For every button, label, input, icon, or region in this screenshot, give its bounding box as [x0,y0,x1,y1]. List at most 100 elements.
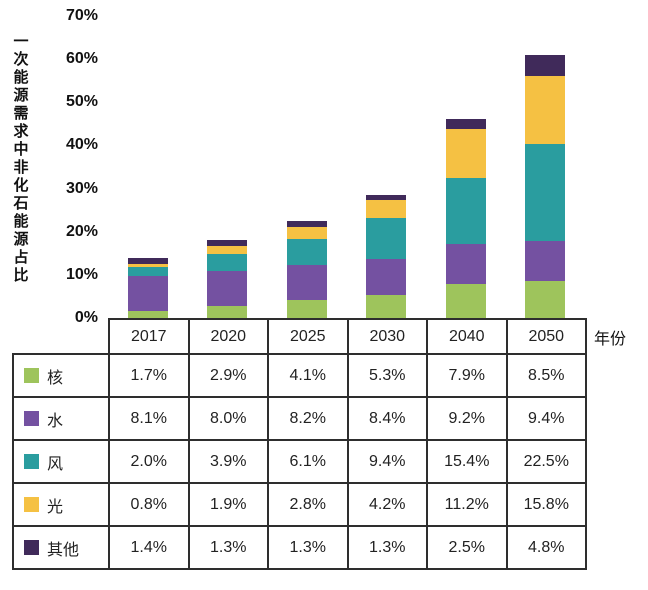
bar-segment [286,264,327,301]
legend-label: 风 [47,455,64,473]
bar-slot [506,16,586,318]
year-cell: 2040 [426,318,508,355]
legend-cell: 其他 [12,525,110,570]
value-cell: 1.4% [108,525,190,570]
year-row: 2017 2020 2025 2030 2040 2050 [13,318,587,355]
plot-area [108,16,585,318]
value-cell: 9.4% [346,439,428,484]
stacked-bar [366,16,407,318]
year-cell: 2050 [505,318,587,355]
bar-segment [286,300,327,318]
table-row: 核 1.7% 2.9% 4.1% 5.3% 7.9% 8.5% [12,353,587,398]
bar-segment [525,75,566,144]
y-tick: 30% [65,179,98,197]
bar-segment [207,240,248,246]
table-row: 其他 1.4% 1.3% 1.3% 1.3% 2.5% 4.8% [12,525,587,570]
y-axis: 0% 10% 20% 30% 40% 50% 60% 70% [40,7,108,326]
legend-swatch [24,540,39,555]
bar-slot [426,16,506,318]
bar-segment [366,295,407,318]
value-cell: 2.5% [426,525,508,570]
value-cell: 4.8% [505,525,587,570]
value-cell: 9.4% [505,396,587,441]
value-cell: 4.2% [346,482,428,527]
value-cell: 6.1% [267,439,349,484]
bar-segment [286,238,327,265]
value-cell: 1.9% [187,482,269,527]
bar-segment [366,218,407,259]
legend-label: 水 [47,412,64,430]
value-cell: 1.3% [346,525,428,570]
bar-segment [286,226,327,239]
legend-swatch [24,454,39,469]
stacked-bar [445,16,486,318]
value-cell: 1.7% [108,353,190,398]
value-cell: 1.3% [187,525,269,570]
legend-label: 其他 [47,541,80,559]
y-tick: 50% [65,93,98,111]
y-tick: 0% [74,309,98,326]
stacked-bar [207,16,248,318]
y-tick: 20% [65,222,98,240]
legend-label: 光 [47,498,64,516]
y-axis-label-column: 一次能源需求中非化石能源占比 [0,0,40,318]
value-cell: 2.8% [267,482,349,527]
value-cell: 3.9% [187,439,269,484]
value-cell: 9.2% [426,396,508,441]
bar-segment [445,244,486,284]
bar-segment [127,263,168,268]
bar-segment [445,283,486,318]
legend-label: 核 [47,369,64,387]
value-cell: 8.5% [505,353,587,398]
bar-segment [207,305,248,318]
value-cell: 7.9% [426,353,508,398]
bar-segment [127,275,168,311]
bar-segment [207,254,248,271]
legend-swatch [24,497,39,512]
value-cell: 1.3% [267,525,349,570]
table-row: 光 0.8% 1.9% 2.8% 4.2% 11.2% 15.8% [12,482,587,527]
bar-segment [525,281,566,318]
bar-segment [366,194,407,201]
bar-slot [108,16,188,318]
bar-segment [127,267,168,276]
year-cell: 2017 [108,318,190,355]
value-cell: 4.1% [267,353,349,398]
legend-cell: 核 [12,353,110,398]
chart-area: 一次能源需求中非化石能源占比 0% 10% 20% 30% 40% 50% 60% 70% [0,0,585,326]
value-cell: 5.3% [346,353,428,398]
year-cell: 2020 [187,318,269,355]
value-cell: 8.4% [346,396,428,441]
value-cell: 15.8% [505,482,587,527]
bar-segment [445,177,486,245]
data-table: 2017 2020 2025 2030 2040 2050 核 1.7% 2.9% 4.1% 5.3… [12,318,587,570]
table-row: 风 2.0% 3.9% 6.1% 9.4% 15.4% 22.5% [12,439,587,484]
bar-segment [445,118,486,130]
bar-slot [347,16,427,318]
stacked-bar [127,16,168,318]
bar-segment [127,257,168,264]
bar-slot [188,16,268,318]
bar-segment [127,310,168,318]
bar-segment [366,200,407,219]
value-cell: 0.8% [108,482,190,527]
legend-cell: 风 [12,439,110,484]
legend-cell: 光 [12,482,110,527]
bar-segment [525,54,566,76]
bar-segment [207,246,248,255]
x-axis-label: 年份 [594,331,627,348]
table-zone: 2017 2020 2025 2030 2040 2050 核 1.7% 2.9% 4.1% 5.3… [0,318,648,570]
table-row: 水 8.1% 8.0% 8.2% 8.4% 9.2% 9.4% [12,396,587,441]
year-cell: 2025 [267,318,349,355]
stacked-bar [525,16,566,318]
bar-segment [207,271,248,306]
value-cell: 2.9% [187,353,269,398]
y-axis-label: 一次能源需求中非化石能源占比 [11,33,29,285]
y-tick: 60% [65,50,98,68]
value-cell: 8.0% [187,396,269,441]
value-cell: 8.1% [108,396,190,441]
bar-segment [286,220,327,227]
y-tick: 40% [65,136,98,154]
bar-segment [525,143,566,241]
